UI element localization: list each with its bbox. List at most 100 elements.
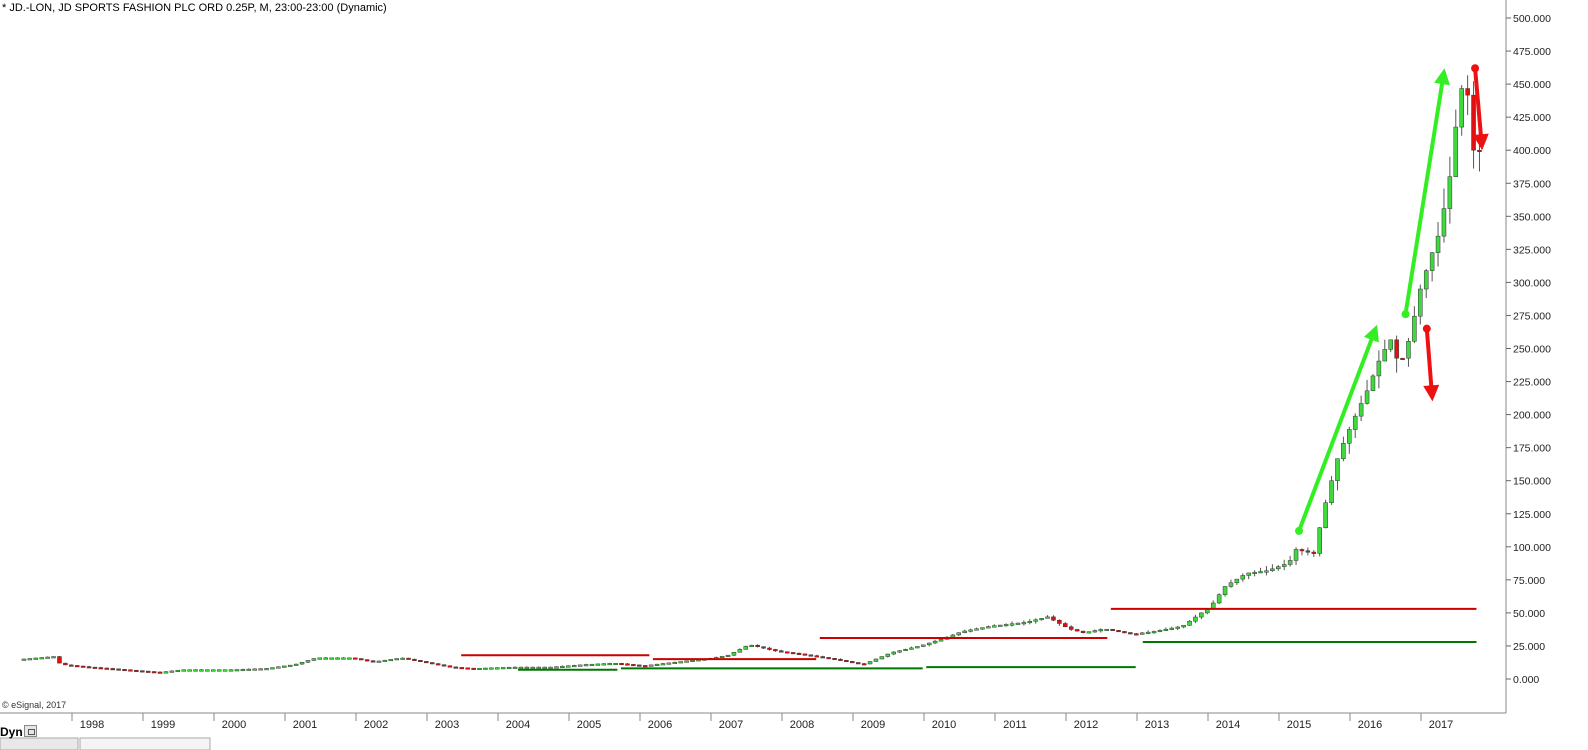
candle-up xyxy=(897,650,902,653)
candle-up xyxy=(347,657,352,660)
candle-up xyxy=(240,669,246,672)
candle-up xyxy=(743,646,749,650)
trend-arrow-up-head xyxy=(1434,68,1450,86)
candle-down xyxy=(1116,630,1121,633)
candle-down xyxy=(459,667,465,670)
candle-down xyxy=(424,661,429,664)
candle-down xyxy=(98,667,104,670)
candle-up xyxy=(293,663,299,666)
candle-up xyxy=(1163,628,1169,631)
candle-down xyxy=(625,663,630,666)
trend-arrow-up[interactable] xyxy=(1295,324,1379,535)
candle-up xyxy=(1423,270,1429,290)
candle-up xyxy=(1175,626,1180,629)
candle-up xyxy=(477,667,482,670)
x-tick-label: 2000 xyxy=(222,719,246,731)
candle-up xyxy=(1157,630,1163,633)
y-tick-label: 475.000 xyxy=(1513,46,1551,58)
candle-up xyxy=(1258,571,1263,574)
interval-toggle-icon[interactable] xyxy=(24,725,37,737)
candle-down xyxy=(850,661,855,664)
candle-down xyxy=(1122,631,1127,634)
candle-up xyxy=(873,658,879,662)
candle-down xyxy=(128,669,133,672)
candle-down xyxy=(1080,630,1086,633)
candle-up xyxy=(1098,629,1104,632)
candle-up xyxy=(1252,571,1257,574)
candle-up xyxy=(270,667,275,670)
scrollbar-left[interactable] xyxy=(0,737,79,750)
candle-up xyxy=(950,634,956,638)
candle-up xyxy=(731,652,737,656)
y-tick-label: 125.000 xyxy=(1513,509,1551,521)
candle-down xyxy=(861,663,867,666)
y-tick-label: 25.000 xyxy=(1513,641,1545,653)
candle-up xyxy=(997,624,1003,627)
candle-up xyxy=(175,669,181,672)
candle-up xyxy=(299,662,305,665)
x-tick-label: 2002 xyxy=(364,719,388,731)
x-tick-label: 2013 xyxy=(1145,719,1169,731)
candle-down xyxy=(1057,619,1062,624)
candle-up xyxy=(1370,375,1376,392)
candle-up xyxy=(382,659,388,662)
candle-up xyxy=(932,640,938,644)
candle-down xyxy=(465,667,470,670)
trend-arrow-up[interactable] xyxy=(1401,68,1450,319)
candle-up xyxy=(388,659,394,662)
scrollbar-thumb[interactable] xyxy=(79,737,211,750)
candle-up xyxy=(246,668,252,671)
candle-up xyxy=(1276,566,1281,570)
candle-down xyxy=(1465,88,1470,96)
candle-up xyxy=(1453,126,1459,177)
candle-down xyxy=(1051,616,1056,621)
candle-up xyxy=(879,656,885,660)
candle-down xyxy=(631,664,636,667)
candle-up xyxy=(601,663,607,666)
candle-up xyxy=(305,660,311,663)
candle-down xyxy=(1305,550,1311,553)
candle-up xyxy=(1222,586,1228,595)
candle-up xyxy=(258,668,263,671)
x-tick-label: 2005 xyxy=(577,719,601,731)
candle-down xyxy=(151,671,157,674)
interval-label[interactable]: Dyn xyxy=(0,725,23,739)
candle-down xyxy=(370,660,376,663)
candle-down xyxy=(619,662,624,665)
candle-up xyxy=(938,639,944,642)
candle-down xyxy=(104,667,110,670)
candle-up xyxy=(282,665,287,668)
candle-down xyxy=(1471,94,1476,151)
candle-down xyxy=(1311,551,1317,554)
candle-up xyxy=(1021,622,1027,625)
candle-up xyxy=(228,669,234,672)
candle-down xyxy=(364,659,370,662)
candle-down xyxy=(844,660,849,663)
trend-arrow-down[interactable] xyxy=(1422,324,1440,402)
y-tick-label: 75.000 xyxy=(1513,575,1545,587)
candle-down xyxy=(116,668,121,671)
candle-up xyxy=(216,669,222,672)
candle-up xyxy=(737,649,743,653)
x-tick-label: 2004 xyxy=(506,719,530,731)
x-tick-label: 1998 xyxy=(80,719,104,731)
candle-up xyxy=(1181,625,1186,628)
candle-up xyxy=(323,657,328,660)
candle-up xyxy=(222,669,228,672)
candle-up xyxy=(205,669,210,672)
candle-up xyxy=(1187,620,1192,626)
candle-up xyxy=(1015,622,1021,625)
candle-up xyxy=(287,664,293,667)
candle-up xyxy=(1216,594,1222,604)
candle-down xyxy=(157,671,163,674)
candle-up xyxy=(234,669,240,672)
candle-up xyxy=(1240,575,1246,580)
candle-down xyxy=(412,658,417,661)
y-tick-label: 275.000 xyxy=(1513,310,1551,322)
candle-down xyxy=(1134,633,1139,636)
trend-arrow-down[interactable] xyxy=(1471,64,1489,151)
trend-arrow-down-shaft xyxy=(1473,66,1483,137)
candle-down xyxy=(779,650,784,653)
